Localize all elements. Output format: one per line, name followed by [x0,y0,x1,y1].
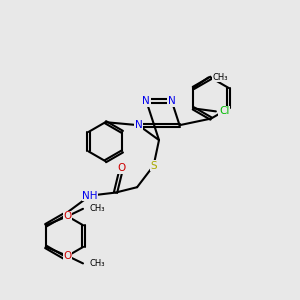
Text: O: O [63,211,71,221]
Text: N: N [135,120,142,130]
Text: N: N [168,96,176,106]
Text: CH₃: CH₃ [213,73,228,82]
Text: Cl: Cl [219,106,229,116]
Text: NH: NH [82,190,98,201]
Text: O: O [63,251,71,261]
Text: CH₃: CH₃ [90,204,105,213]
Text: O: O [117,163,126,173]
Text: CH₃: CH₃ [90,259,105,268]
Text: S: S [150,160,157,171]
Text: N: N [142,96,150,106]
